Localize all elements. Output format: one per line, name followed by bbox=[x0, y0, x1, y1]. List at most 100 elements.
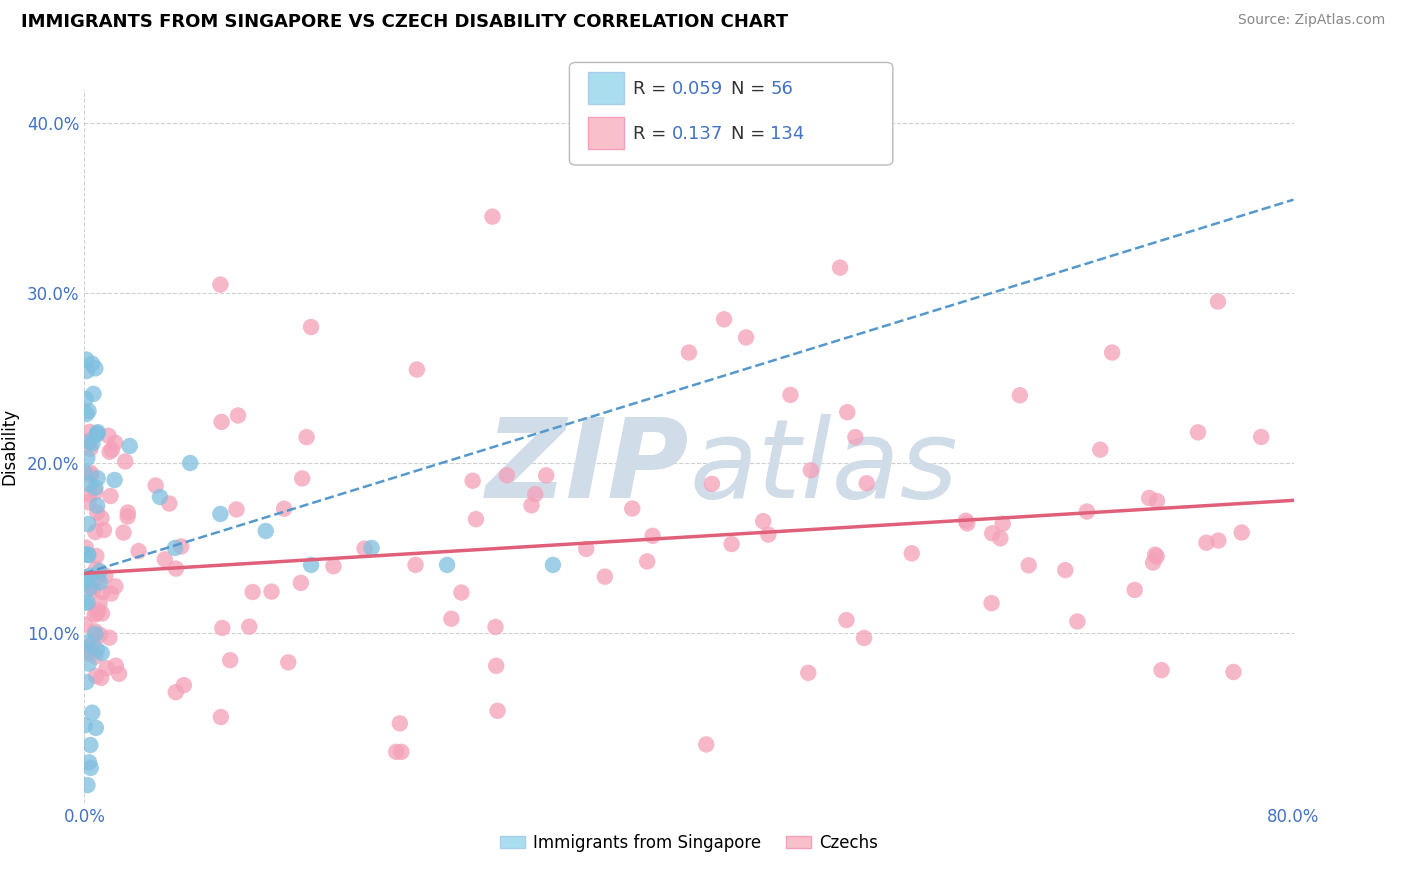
Point bbox=[165, 561, 187, 575]
Point bbox=[756, 527, 779, 541]
Point bbox=[104, 473, 127, 487]
Point bbox=[82, 636, 104, 650]
Point bbox=[360, 541, 382, 555]
Point bbox=[153, 552, 176, 566]
Point bbox=[80, 468, 103, 483]
Point bbox=[713, 312, 735, 326]
Point bbox=[91, 607, 114, 621]
Point bbox=[461, 474, 484, 488]
Point bbox=[1195, 535, 1218, 549]
Point bbox=[86, 471, 108, 485]
Point bbox=[89, 564, 111, 578]
Point bbox=[75, 574, 97, 589]
Point bbox=[385, 745, 408, 759]
Point bbox=[79, 466, 101, 480]
Point bbox=[82, 582, 104, 597]
Point bbox=[83, 607, 105, 622]
Point bbox=[1008, 388, 1031, 402]
Point bbox=[534, 468, 557, 483]
Text: 56: 56 bbox=[770, 80, 793, 98]
Point bbox=[79, 568, 101, 582]
Point bbox=[77, 477, 100, 491]
Point bbox=[981, 526, 1004, 541]
Point bbox=[75, 541, 97, 555]
Point bbox=[75, 407, 97, 421]
Point bbox=[86, 427, 108, 442]
Point bbox=[86, 570, 108, 584]
Point bbox=[84, 481, 107, 495]
Point bbox=[84, 669, 107, 683]
Point bbox=[797, 665, 820, 680]
Point bbox=[77, 516, 100, 531]
Point bbox=[465, 512, 488, 526]
Point bbox=[84, 524, 107, 539]
Point bbox=[678, 345, 700, 359]
Point bbox=[75, 570, 97, 584]
Point bbox=[173, 678, 195, 692]
Point bbox=[165, 685, 187, 699]
Point bbox=[73, 547, 96, 561]
Point bbox=[82, 387, 104, 401]
Point bbox=[77, 657, 100, 671]
Point bbox=[73, 595, 96, 609]
Point bbox=[636, 554, 658, 568]
Point bbox=[82, 436, 104, 450]
Point bbox=[700, 476, 723, 491]
Point bbox=[91, 585, 114, 599]
Point bbox=[89, 575, 111, 590]
Point bbox=[1146, 494, 1168, 508]
Point bbox=[1101, 345, 1123, 359]
Point bbox=[389, 745, 412, 759]
Point bbox=[955, 514, 977, 528]
Point bbox=[209, 710, 232, 724]
Text: Source: ZipAtlas.com: Source: ZipAtlas.com bbox=[1237, 13, 1385, 28]
Point bbox=[277, 656, 299, 670]
Point bbox=[830, 260, 852, 275]
Text: atlas: atlas bbox=[689, 414, 957, 521]
Point bbox=[76, 451, 98, 466]
Point bbox=[238, 620, 260, 634]
Point bbox=[79, 581, 101, 595]
Point bbox=[79, 442, 101, 456]
Point bbox=[520, 498, 543, 512]
Point bbox=[114, 454, 136, 468]
Point bbox=[84, 485, 107, 500]
Point bbox=[84, 627, 107, 641]
Point bbox=[837, 405, 859, 419]
Point bbox=[73, 466, 96, 480]
Point bbox=[1123, 582, 1146, 597]
Point bbox=[86, 425, 108, 440]
Point bbox=[77, 548, 100, 562]
Point bbox=[641, 529, 664, 543]
Point bbox=[165, 541, 187, 555]
Point bbox=[77, 404, 100, 418]
Point bbox=[104, 435, 127, 450]
Point bbox=[77, 434, 100, 448]
Point bbox=[406, 362, 429, 376]
Point bbox=[254, 524, 277, 538]
Point bbox=[211, 621, 233, 635]
Text: R =: R = bbox=[633, 80, 672, 98]
Point bbox=[89, 596, 111, 610]
Point bbox=[101, 442, 124, 457]
Point bbox=[79, 425, 101, 439]
Point bbox=[1150, 663, 1173, 677]
Point bbox=[90, 511, 112, 525]
Point bbox=[157, 497, 180, 511]
Point bbox=[440, 612, 463, 626]
Point bbox=[77, 646, 100, 660]
Point bbox=[76, 778, 98, 792]
Point bbox=[322, 559, 344, 574]
Point bbox=[835, 613, 858, 627]
Point bbox=[100, 586, 122, 600]
Point bbox=[855, 476, 877, 491]
Point bbox=[93, 523, 115, 537]
Point bbox=[128, 544, 150, 558]
Y-axis label: Disability: Disability bbox=[0, 408, 18, 484]
Point bbox=[82, 581, 104, 595]
Point bbox=[481, 210, 503, 224]
Point bbox=[94, 568, 117, 582]
Text: N =: N = bbox=[731, 125, 770, 143]
Point bbox=[84, 361, 107, 376]
Point bbox=[211, 415, 233, 429]
